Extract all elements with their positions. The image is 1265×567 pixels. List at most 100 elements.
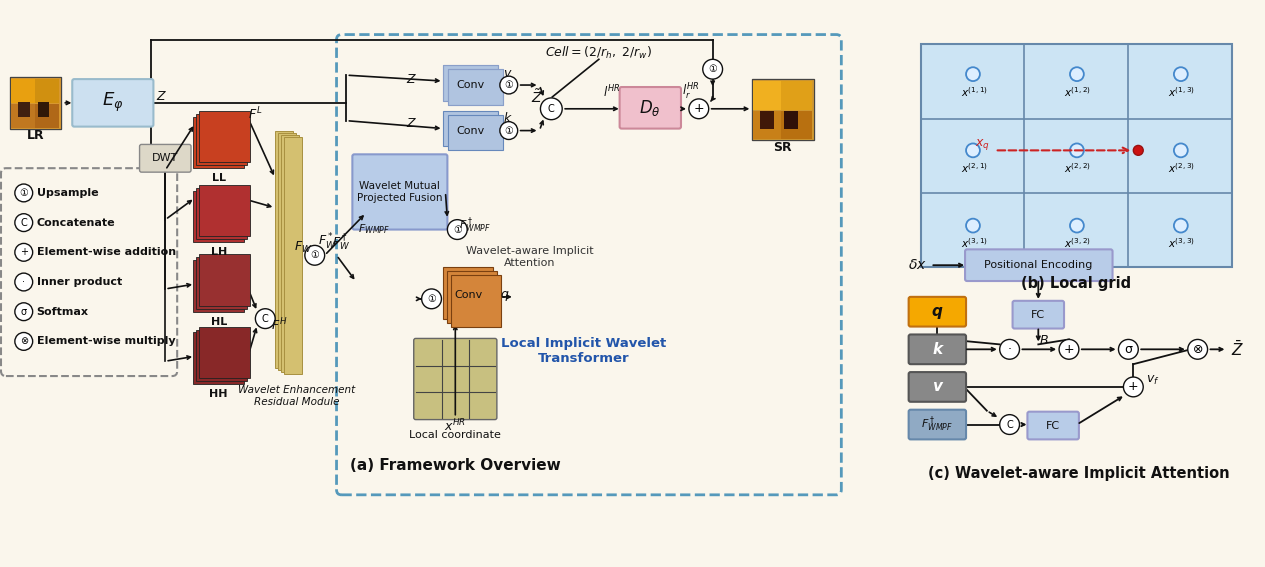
Text: +: +	[1128, 380, 1139, 393]
Circle shape	[966, 219, 980, 232]
Text: B: B	[1040, 334, 1049, 347]
Circle shape	[1118, 340, 1138, 359]
Text: C: C	[548, 104, 554, 114]
FancyBboxPatch shape	[196, 329, 248, 381]
Text: $x^{(1,2)}$: $x^{(1,2)}$	[1064, 85, 1092, 99]
FancyBboxPatch shape	[72, 79, 153, 126]
Text: HH: HH	[210, 389, 228, 399]
Circle shape	[500, 122, 517, 139]
Text: $D_\theta$: $D_\theta$	[639, 98, 662, 118]
Text: (a) Framework Overview: (a) Framework Overview	[350, 458, 560, 473]
Text: Element-wise multiply: Element-wise multiply	[37, 336, 176, 346]
Text: q: q	[932, 304, 942, 319]
Text: ⊗: ⊗	[1193, 343, 1203, 356]
Text: Concatenate: Concatenate	[37, 218, 115, 227]
Text: Upsample: Upsample	[37, 188, 99, 198]
Text: $F_{WMPF}$: $F_{WMPF}$	[358, 223, 390, 236]
Text: Z: Z	[156, 90, 164, 103]
Text: LR: LR	[27, 129, 44, 142]
Text: q: q	[501, 289, 509, 302]
Text: $\bar{Z}$: $\bar{Z}$	[1231, 340, 1243, 359]
Text: $l^{HR}_r$: $l^{HR}_r$	[682, 82, 700, 102]
Text: $x^{(2,1)}$: $x^{(2,1)}$	[960, 161, 988, 175]
FancyBboxPatch shape	[281, 134, 299, 372]
Text: C: C	[20, 218, 27, 227]
FancyBboxPatch shape	[10, 77, 62, 129]
Text: ·: ·	[23, 277, 25, 287]
Circle shape	[1070, 219, 1084, 232]
FancyBboxPatch shape	[194, 191, 244, 243]
Text: σ: σ	[20, 307, 27, 317]
FancyBboxPatch shape	[753, 111, 781, 139]
Circle shape	[305, 246, 325, 265]
FancyBboxPatch shape	[11, 104, 34, 128]
FancyBboxPatch shape	[276, 130, 293, 368]
Text: Conv: Conv	[455, 80, 484, 90]
Text: (c) Wavelet-aware Implicit Attention: (c) Wavelet-aware Implicit Attention	[929, 466, 1230, 481]
Circle shape	[448, 219, 467, 239]
FancyBboxPatch shape	[444, 111, 498, 146]
Text: $x^{(3,2)}$: $x^{(3,2)}$	[1064, 236, 1092, 250]
Text: $F_{WMPF}^\dagger$: $F_{WMPF}^\dagger$	[459, 215, 491, 236]
Text: $x^{(2,3)}$: $x^{(2,3)}$	[1169, 161, 1195, 175]
FancyBboxPatch shape	[0, 3, 1252, 564]
Text: $\delta x$: $\delta x$	[908, 258, 927, 272]
Text: ①: ①	[19, 188, 28, 198]
FancyBboxPatch shape	[1027, 412, 1079, 439]
Text: ·: ·	[1008, 343, 1012, 356]
FancyBboxPatch shape	[199, 255, 250, 306]
FancyBboxPatch shape	[452, 275, 501, 327]
Text: Softmax: Softmax	[37, 307, 89, 317]
Circle shape	[966, 67, 980, 81]
Text: $F^H$: $F^H$	[271, 316, 287, 333]
Circle shape	[540, 98, 562, 120]
FancyBboxPatch shape	[194, 332, 244, 384]
FancyBboxPatch shape	[448, 115, 502, 150]
Text: Local Implicit Wavelet
Transformer: Local Implicit Wavelet Transformer	[501, 337, 667, 365]
FancyBboxPatch shape	[781, 81, 812, 110]
Circle shape	[15, 332, 33, 350]
FancyBboxPatch shape	[34, 79, 59, 103]
FancyBboxPatch shape	[196, 188, 248, 239]
Text: HL: HL	[210, 316, 226, 327]
FancyBboxPatch shape	[194, 117, 244, 168]
Text: k: k	[503, 112, 510, 125]
Text: LL: LL	[211, 173, 225, 183]
FancyBboxPatch shape	[753, 81, 781, 110]
Circle shape	[15, 273, 33, 291]
Text: $\tilde{Z}$: $\tilde{Z}$	[531, 88, 544, 105]
Text: v: v	[932, 379, 942, 395]
Text: (b) Local grid: (b) Local grid	[1021, 276, 1131, 290]
Text: $x^{HR}$: $x^{HR}$	[444, 417, 467, 434]
Circle shape	[1174, 219, 1188, 232]
Text: ⊗: ⊗	[20, 336, 28, 346]
Text: $F_W^*$: $F_W^*$	[318, 232, 335, 252]
Circle shape	[1123, 377, 1144, 397]
Text: $F_W$: $F_W$	[293, 240, 312, 255]
FancyBboxPatch shape	[278, 133, 296, 370]
Text: ①: ①	[708, 64, 717, 74]
Circle shape	[1174, 143, 1188, 157]
Circle shape	[1059, 340, 1079, 359]
Circle shape	[1174, 67, 1188, 81]
Text: ①: ①	[453, 225, 462, 235]
Circle shape	[966, 143, 980, 157]
Circle shape	[256, 309, 276, 328]
Text: FC: FC	[1031, 310, 1045, 320]
Text: Wavelet Mutual
Projected Fusion: Wavelet Mutual Projected Fusion	[357, 181, 443, 203]
Text: $x^{(2,2)}$: $x^{(2,2)}$	[1064, 161, 1092, 175]
Text: $F_W^\dagger$: $F_W^\dagger$	[333, 232, 350, 252]
FancyBboxPatch shape	[620, 87, 681, 129]
FancyBboxPatch shape	[199, 185, 250, 236]
Text: $F^L$: $F^L$	[248, 105, 263, 122]
Text: $E_\varphi$: $E_\varphi$	[102, 91, 124, 115]
Text: +: +	[693, 102, 705, 115]
Text: Local coordinate: Local coordinate	[410, 430, 501, 441]
Circle shape	[703, 60, 722, 79]
Text: $x_q$: $x_q$	[975, 137, 990, 152]
FancyBboxPatch shape	[753, 79, 813, 141]
Circle shape	[689, 99, 708, 119]
Text: k: k	[932, 342, 942, 357]
Text: Conv: Conv	[454, 290, 482, 300]
FancyBboxPatch shape	[11, 79, 34, 103]
